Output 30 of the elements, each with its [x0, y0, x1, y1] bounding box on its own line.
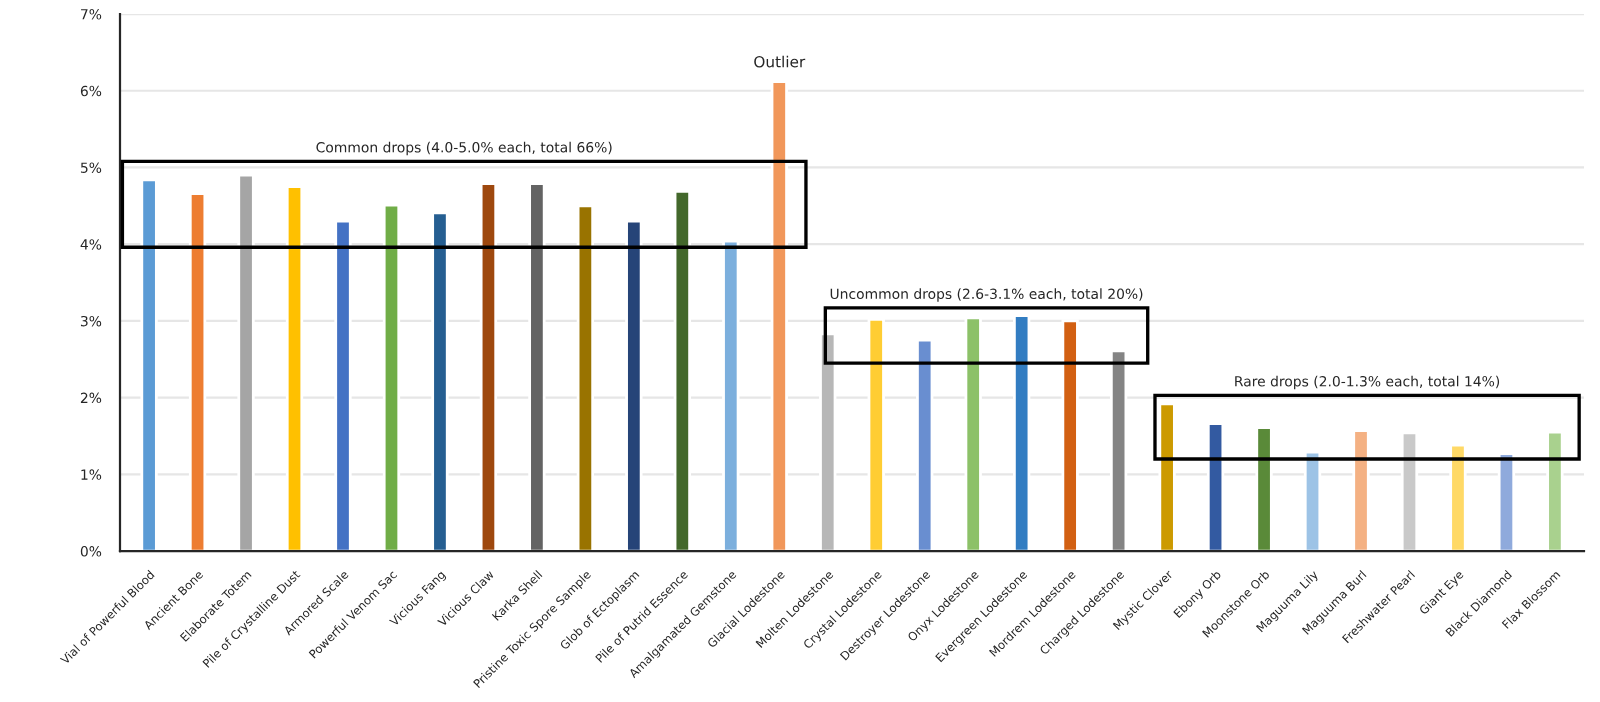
bar	[1400, 431, 1419, 552]
bar	[625, 219, 643, 552]
bar	[1546, 430, 1564, 552]
bar	[1303, 450, 1322, 552]
bar	[1449, 443, 1467, 552]
bar	[1158, 402, 1176, 552]
bar	[1013, 314, 1031, 552]
bar	[722, 239, 740, 552]
bar	[867, 317, 885, 552]
bar	[528, 182, 546, 552]
bar	[382, 203, 401, 552]
bar	[1352, 429, 1370, 552]
bar	[1206, 422, 1225, 552]
bar	[673, 189, 691, 552]
bar	[916, 338, 934, 552]
bar	[770, 80, 788, 552]
bar	[576, 204, 595, 552]
bar	[140, 178, 158, 552]
bar	[964, 316, 982, 552]
bar	[819, 332, 837, 552]
bar	[1061, 319, 1079, 552]
bar	[479, 182, 498, 552]
bar	[237, 173, 255, 552]
bar	[188, 192, 207, 552]
bar	[431, 211, 449, 552]
bar	[285, 185, 304, 552]
bar	[1497, 452, 1516, 552]
bar	[1109, 349, 1128, 552]
bar	[1255, 426, 1273, 552]
bar	[334, 219, 352, 552]
